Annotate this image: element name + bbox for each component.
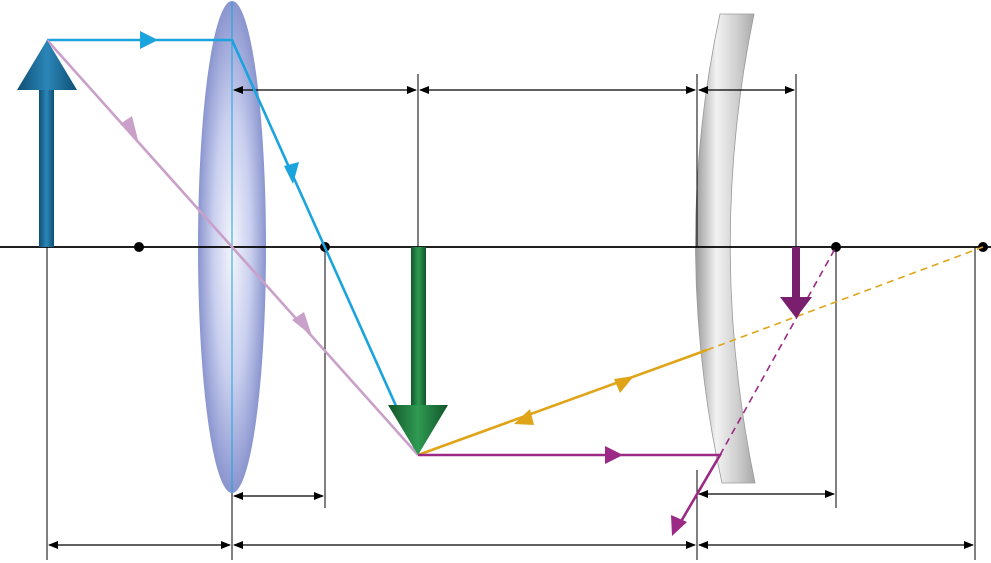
ray-parallel-through-focus [47, 31, 420, 456]
ray-parallel-reflected [418, 246, 837, 536]
ray-toward-mirror-center [417, 246, 984, 457]
lens-focal-point-left [134, 242, 144, 252]
object-arrow [17, 40, 77, 247]
ray-through-lens-center [46, 39, 419, 456]
dimension-guides [46, 74, 976, 560]
final-image-arrow [780, 247, 812, 318]
intermediate-image-arrow [388, 247, 448, 455]
convex-mirror [695, 13, 756, 484]
lower-dimensions [48, 490, 974, 549]
